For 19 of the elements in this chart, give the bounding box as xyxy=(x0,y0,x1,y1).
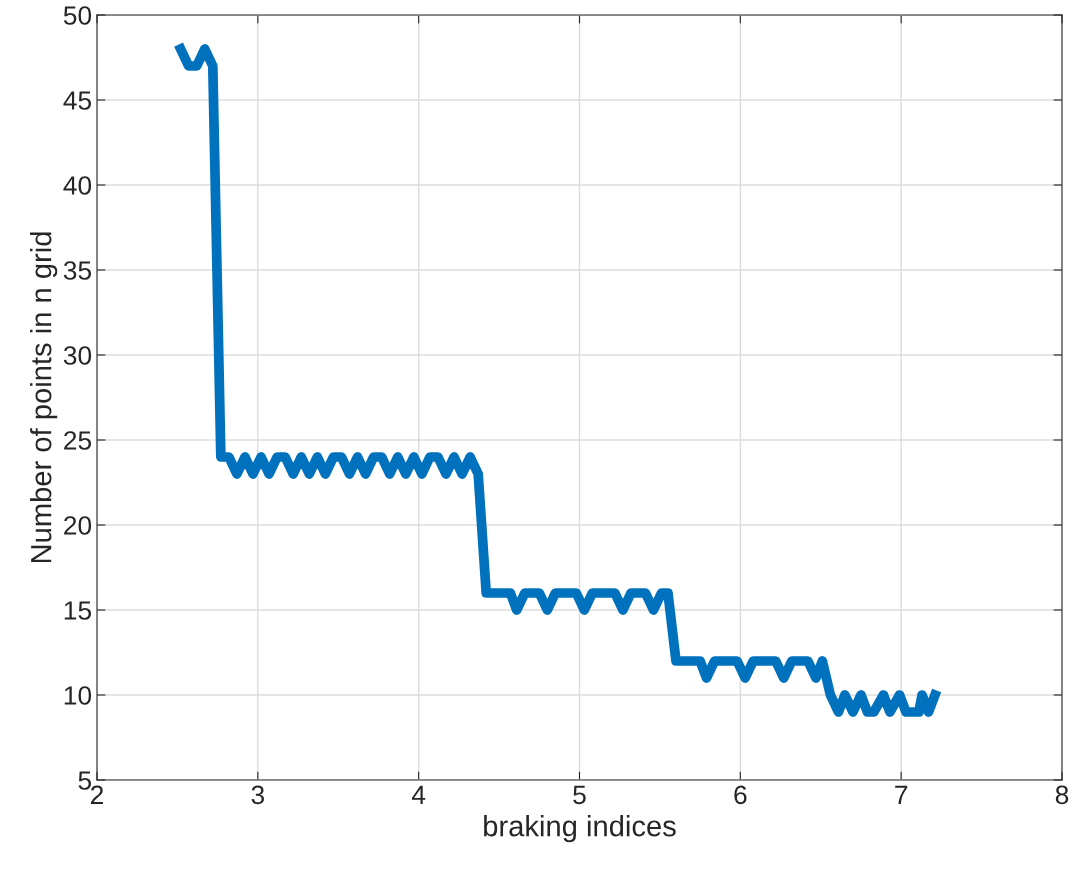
y-tick-label: 40 xyxy=(63,176,92,195)
y-tick-label: 5 xyxy=(78,771,92,790)
y-tick-label: 20 xyxy=(64,516,92,535)
y-tick-label: 50 xyxy=(63,6,92,25)
x-tick-label: 4 xyxy=(411,785,426,804)
x-axis-title: braking indices xyxy=(484,815,676,843)
x-tick-label: 2 xyxy=(90,785,104,804)
y-tick-label: 15 xyxy=(64,601,92,620)
x-tick-label: 8 xyxy=(1055,785,1069,805)
y-tick-label: 10 xyxy=(64,686,92,705)
x-tick-label: 6 xyxy=(734,785,747,805)
y-tick-label: 35 xyxy=(63,261,92,280)
x-tick-label: 5 xyxy=(573,785,586,805)
y-tick-label: 45 xyxy=(63,91,92,110)
y-tick-label: 30 xyxy=(63,346,92,365)
x-tick-label: 3 xyxy=(251,785,265,805)
y-axis-title: Number of points in n grid xyxy=(30,232,58,563)
y-tick-label: 25 xyxy=(64,431,92,450)
x-tick-label: 7 xyxy=(895,785,908,804)
